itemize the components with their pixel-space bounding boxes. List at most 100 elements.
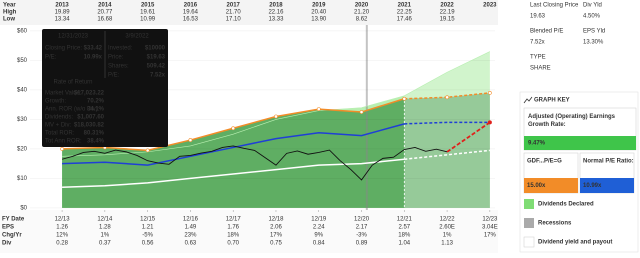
table-cell: 18%: [227, 233, 240, 239]
x-tick-label: 12/14: [97, 217, 113, 223]
row-label: Chg/Yr: [2, 233, 22, 239]
earnings-point: [359, 110, 364, 114]
x-tick-label: 12/17: [226, 217, 242, 223]
y-tick-label: $10: [17, 176, 28, 182]
tooltip-value: $10000: [145, 46, 166, 52]
x-tick-label: 12/19: [311, 217, 327, 223]
upper-band: [62, 51, 490, 157]
table-cell: 17.46: [397, 17, 413, 23]
tooltip-label: Shares:: [108, 64, 129, 70]
table-cell: 17%: [484, 233, 497, 239]
x-tick-label: 12/13: [55, 217, 71, 223]
table-cell: 13.90: [311, 17, 327, 23]
earnings-point: [274, 114, 278, 119]
table-cell: 21.20: [354, 10, 370, 16]
tooltip-label: Invested:: [108, 46, 133, 52]
earnings-point: [231, 126, 236, 131]
fy-table-bg: [0, 210, 498, 253]
dividend-line: [404, 149, 490, 160]
table-cell: 1.21: [142, 225, 154, 231]
growth-value: 9.47%: [528, 141, 546, 147]
row-label: Div: [2, 241, 12, 247]
y-tick-label: $60: [17, 28, 28, 34]
growth-label-line: Growth Rate:: [528, 122, 566, 128]
table-cell: 9%: [314, 233, 323, 239]
tooltip-value: 7.52x: [150, 73, 166, 79]
table-cell: 2014: [98, 3, 112, 9]
earnings-point: [316, 107, 321, 111]
table-cell: 2.60E: [439, 225, 455, 231]
tooltip-section: Rate of Return: [53, 80, 92, 86]
stat-label: TYPE: [530, 55, 546, 61]
table-cell: 2016: [184, 3, 198, 9]
forecast-shade: [404, 25, 495, 210]
projection-end: [487, 120, 492, 125]
legend-label: Dividends Declared: [538, 202, 594, 208]
legend-label: Dividend yield and payout: [538, 240, 612, 246]
table-cell: 20.40: [311, 10, 327, 16]
earnings-point: [445, 95, 449, 100]
table-cell: 13.33: [268, 17, 284, 23]
table-cell: 2018: [269, 3, 283, 9]
table-cell: 0.75: [270, 241, 282, 247]
tooltip-label: Dividends:: [45, 115, 73, 121]
stat-label: Blended P/E: [530, 29, 563, 35]
growth-label: Adjusted (Operating) Earnings Growth Rate…: [528, 114, 616, 128]
table-cell: 13.34: [55, 17, 71, 23]
table-cell: 2013: [55, 3, 69, 9]
table-cell: 12%: [56, 233, 69, 239]
table-cell: 17%: [270, 233, 283, 239]
stat-value: 4.50%: [583, 14, 601, 20]
projection: [446, 121, 491, 153]
tooltip-date: 3/9/2022: [125, 34, 149, 40]
table-cell: 0.84: [313, 241, 325, 247]
row-label: High: [3, 10, 17, 16]
tooltip-label: P/E:: [108, 73, 120, 79]
tooltip-label: P/E:: [45, 55, 57, 61]
table-cell: 18%: [398, 233, 411, 239]
table-cell: 0.89: [356, 241, 368, 247]
table-cell: 2.24: [313, 225, 325, 231]
table-cell: 22.19: [440, 10, 456, 16]
table-cell: 22.25: [397, 10, 413, 16]
tooltip-label: Growth:: [45, 99, 66, 105]
legend-swatch: [523, 236, 535, 248]
legend-label: Recessions: [538, 221, 572, 227]
tooltip-label: Closing Price:: [45, 46, 82, 52]
tooltip-label: Tot Ann ROR:: [45, 139, 82, 145]
table-cell: 16.68: [97, 17, 113, 23]
pe-value: 15.00x: [527, 183, 546, 189]
earnings-point: [60, 147, 64, 151]
table-cell: -3%: [356, 233, 367, 239]
table-cell: 2.17: [356, 225, 368, 231]
key-icon: [523, 96, 533, 104]
table-cell: 1.04: [398, 241, 410, 247]
table-cell: 2017: [227, 3, 241, 9]
dividend-line: [62, 158, 405, 189]
table-cell: 3.04E: [482, 225, 498, 231]
normal-pe-line: [62, 123, 405, 166]
stat-value: 19.63: [530, 14, 546, 20]
table-cell: 1.49: [185, 225, 197, 231]
table-cell: 2021: [398, 3, 412, 9]
y-tick-label: $0: [20, 206, 27, 212]
row-label: Low: [3, 17, 15, 23]
table-cell: 23%: [184, 233, 197, 239]
table-cell: 0.56: [142, 241, 154, 247]
pe-label: Normal P/E Ratio:: [583, 159, 634, 165]
tooltip-value: 80.31%: [84, 131, 105, 137]
tooltip-value: $19.63: [147, 55, 166, 61]
table-cell: 19.64: [183, 10, 199, 16]
x-tick-label: 12/23: [482, 217, 498, 223]
earnings-point: [188, 138, 193, 142]
legend-swatch: [524, 199, 534, 209]
x-tick-label: 12/15: [140, 217, 156, 223]
row-label: EPS: [2, 225, 14, 231]
earnings-fill: [62, 92, 490, 208]
pe-value-bg: [524, 178, 578, 193]
table-cell: 0.70: [227, 241, 239, 247]
stat-value: 13.30%: [583, 40, 604, 46]
tooltip-value: 509.42: [147, 64, 166, 70]
table-cell: 2022: [440, 3, 454, 9]
table-cell: -5%: [142, 233, 153, 239]
